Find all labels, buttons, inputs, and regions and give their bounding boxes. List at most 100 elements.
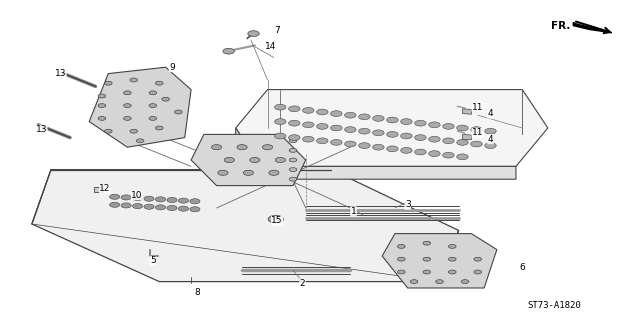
Circle shape <box>345 127 356 132</box>
Circle shape <box>471 141 482 147</box>
Circle shape <box>415 120 426 126</box>
Circle shape <box>373 116 384 121</box>
Circle shape <box>485 143 496 148</box>
Circle shape <box>448 270 456 274</box>
Circle shape <box>104 81 112 85</box>
Circle shape <box>448 257 456 261</box>
Circle shape <box>397 257 405 261</box>
Circle shape <box>345 112 356 118</box>
Circle shape <box>155 205 166 210</box>
Circle shape <box>415 135 426 140</box>
Circle shape <box>448 244 456 248</box>
Circle shape <box>410 280 418 284</box>
Circle shape <box>98 104 106 108</box>
Circle shape <box>331 125 342 131</box>
Circle shape <box>317 109 328 115</box>
Circle shape <box>289 139 297 143</box>
Circle shape <box>178 198 189 203</box>
Circle shape <box>485 128 496 134</box>
Circle shape <box>415 149 426 155</box>
Circle shape <box>317 138 328 144</box>
Circle shape <box>387 146 398 152</box>
Circle shape <box>397 244 405 248</box>
Text: 4: 4 <box>488 109 493 118</box>
Circle shape <box>443 152 454 158</box>
Text: 7: 7 <box>274 26 280 35</box>
Circle shape <box>155 81 163 85</box>
Circle shape <box>132 204 143 209</box>
Circle shape <box>429 151 440 156</box>
Circle shape <box>149 104 157 108</box>
Circle shape <box>457 125 468 131</box>
Circle shape <box>359 128 370 134</box>
Circle shape <box>136 139 144 143</box>
Circle shape <box>457 140 468 145</box>
Circle shape <box>190 207 200 212</box>
Circle shape <box>104 129 112 133</box>
Circle shape <box>275 157 285 163</box>
Circle shape <box>373 130 384 136</box>
Polygon shape <box>236 90 548 166</box>
Circle shape <box>474 257 482 261</box>
Circle shape <box>211 145 222 150</box>
Text: 9: 9 <box>169 63 175 72</box>
Text: 11: 11 <box>472 103 483 112</box>
Circle shape <box>110 202 120 207</box>
Circle shape <box>387 132 398 137</box>
Circle shape <box>124 116 131 120</box>
Polygon shape <box>191 134 306 186</box>
Circle shape <box>130 129 138 133</box>
Text: 12: 12 <box>99 184 111 193</box>
Circle shape <box>429 136 440 142</box>
Circle shape <box>331 111 342 116</box>
Text: 2: 2 <box>300 279 305 288</box>
Circle shape <box>423 241 431 245</box>
Circle shape <box>317 124 328 129</box>
Circle shape <box>178 206 189 211</box>
Circle shape <box>149 116 157 120</box>
Circle shape <box>155 126 163 130</box>
Text: 8: 8 <box>194 288 201 297</box>
Circle shape <box>457 154 468 160</box>
Circle shape <box>167 197 177 203</box>
Circle shape <box>443 124 454 129</box>
Circle shape <box>262 145 273 150</box>
Circle shape <box>401 133 412 139</box>
Circle shape <box>331 140 342 145</box>
Circle shape <box>250 157 260 163</box>
Circle shape <box>130 78 138 82</box>
Circle shape <box>471 127 482 132</box>
Circle shape <box>289 158 297 162</box>
Circle shape <box>401 148 412 153</box>
Circle shape <box>121 195 131 200</box>
Circle shape <box>149 91 157 95</box>
Circle shape <box>401 119 412 124</box>
Circle shape <box>269 170 279 175</box>
Circle shape <box>268 215 283 223</box>
Circle shape <box>144 204 154 209</box>
Circle shape <box>474 270 482 274</box>
Circle shape <box>190 199 200 204</box>
Circle shape <box>359 143 370 148</box>
Text: 13: 13 <box>55 69 66 78</box>
Circle shape <box>275 104 286 110</box>
Circle shape <box>303 122 314 128</box>
Text: 15: 15 <box>271 216 283 225</box>
Text: 4: 4 <box>488 135 493 144</box>
Circle shape <box>237 145 247 150</box>
Circle shape <box>98 94 106 98</box>
Circle shape <box>224 157 234 163</box>
Text: 11: 11 <box>472 128 483 137</box>
Circle shape <box>175 110 182 114</box>
Circle shape <box>144 196 154 201</box>
Circle shape <box>223 48 234 54</box>
Circle shape <box>303 108 314 113</box>
Circle shape <box>289 177 297 181</box>
Circle shape <box>110 194 120 199</box>
Text: 3: 3 <box>404 200 411 209</box>
Circle shape <box>289 148 297 152</box>
Text: 13: 13 <box>36 125 47 134</box>
Circle shape <box>289 168 297 172</box>
Polygon shape <box>382 234 497 288</box>
Circle shape <box>436 280 443 284</box>
